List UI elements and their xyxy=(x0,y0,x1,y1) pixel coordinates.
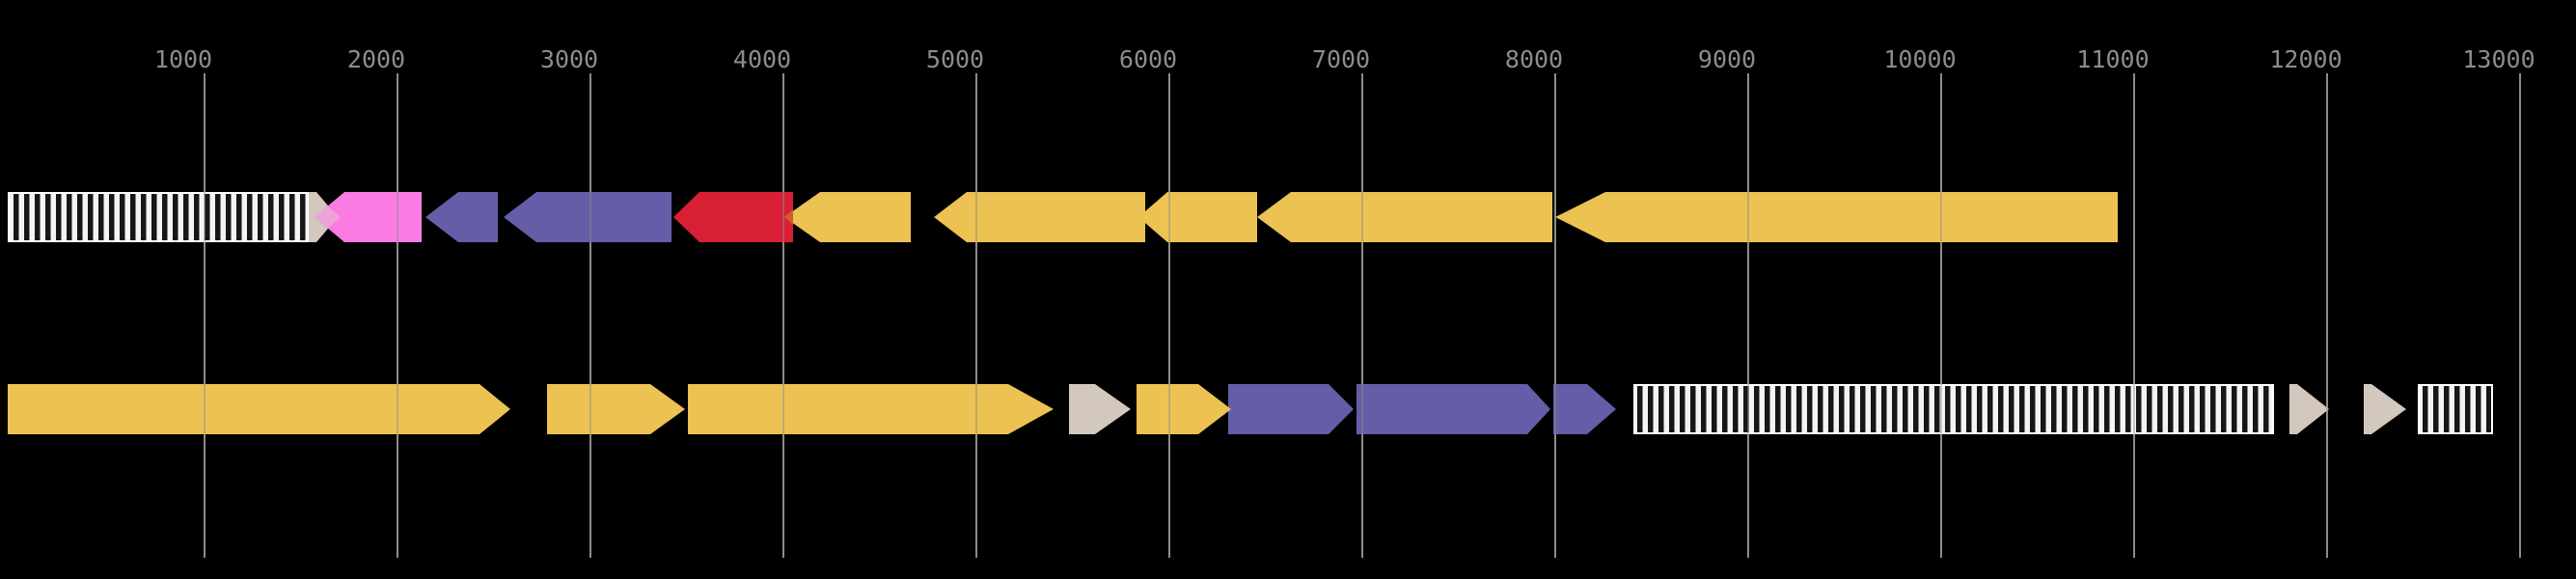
t2-gold-1 xyxy=(8,384,510,434)
axis-tick-label-9000: 9000 xyxy=(1698,45,1756,73)
axis-tick-label-6000: 6000 xyxy=(1119,45,1177,73)
t1-striped-box xyxy=(10,194,307,240)
t1-red-gold-overlap xyxy=(784,209,793,225)
t1-gold-3 xyxy=(1138,192,1257,242)
t2-blue-3 xyxy=(1553,384,1616,434)
axis-tick-label-7000: 7000 xyxy=(1312,45,1370,73)
t2-gold-4 xyxy=(1137,384,1231,434)
t2-blue-2 xyxy=(1357,384,1550,434)
t2-striped-box xyxy=(1635,386,2272,432)
axis-tick-label-5000: 5000 xyxy=(926,45,984,73)
t2-blue-1 xyxy=(1228,384,1354,434)
axis-tick-label-1000: 1000 xyxy=(154,45,212,73)
axis-tick-label-4000: 4000 xyxy=(733,45,791,73)
t2-gold-3 xyxy=(688,384,1054,434)
axis-tick-label-2000: 2000 xyxy=(347,45,405,73)
t1-gold-5 xyxy=(1555,192,2118,242)
t2-striped-box-2 xyxy=(2420,386,2491,432)
t1-pink-tan-overlap xyxy=(315,206,341,229)
t1-gold-1 xyxy=(784,192,911,242)
axis-tick-label-8000: 8000 xyxy=(1505,45,1563,73)
t1-pink xyxy=(315,192,422,242)
t2-tan-arrow xyxy=(1069,384,1131,434)
t1-blue-1 xyxy=(425,192,498,242)
t1-red xyxy=(673,192,793,242)
t2-tan-tri-2 xyxy=(2364,384,2406,434)
t2-tan-tri-1 xyxy=(2289,384,2329,434)
t1-blue-2 xyxy=(504,192,671,242)
axis-tick-label-13000: 13000 xyxy=(2462,45,2535,73)
t1-gold-2 xyxy=(934,192,1145,242)
axis-tick-label-10000: 10000 xyxy=(1883,45,1956,73)
axis-tick-label-12000: 12000 xyxy=(2269,45,2342,73)
t2-gold-2 xyxy=(547,384,685,434)
axis-tick-label-11000: 11000 xyxy=(2076,45,2149,73)
axis-tick-label-3000: 3000 xyxy=(540,45,598,73)
t1-gold-4 xyxy=(1257,192,1552,242)
